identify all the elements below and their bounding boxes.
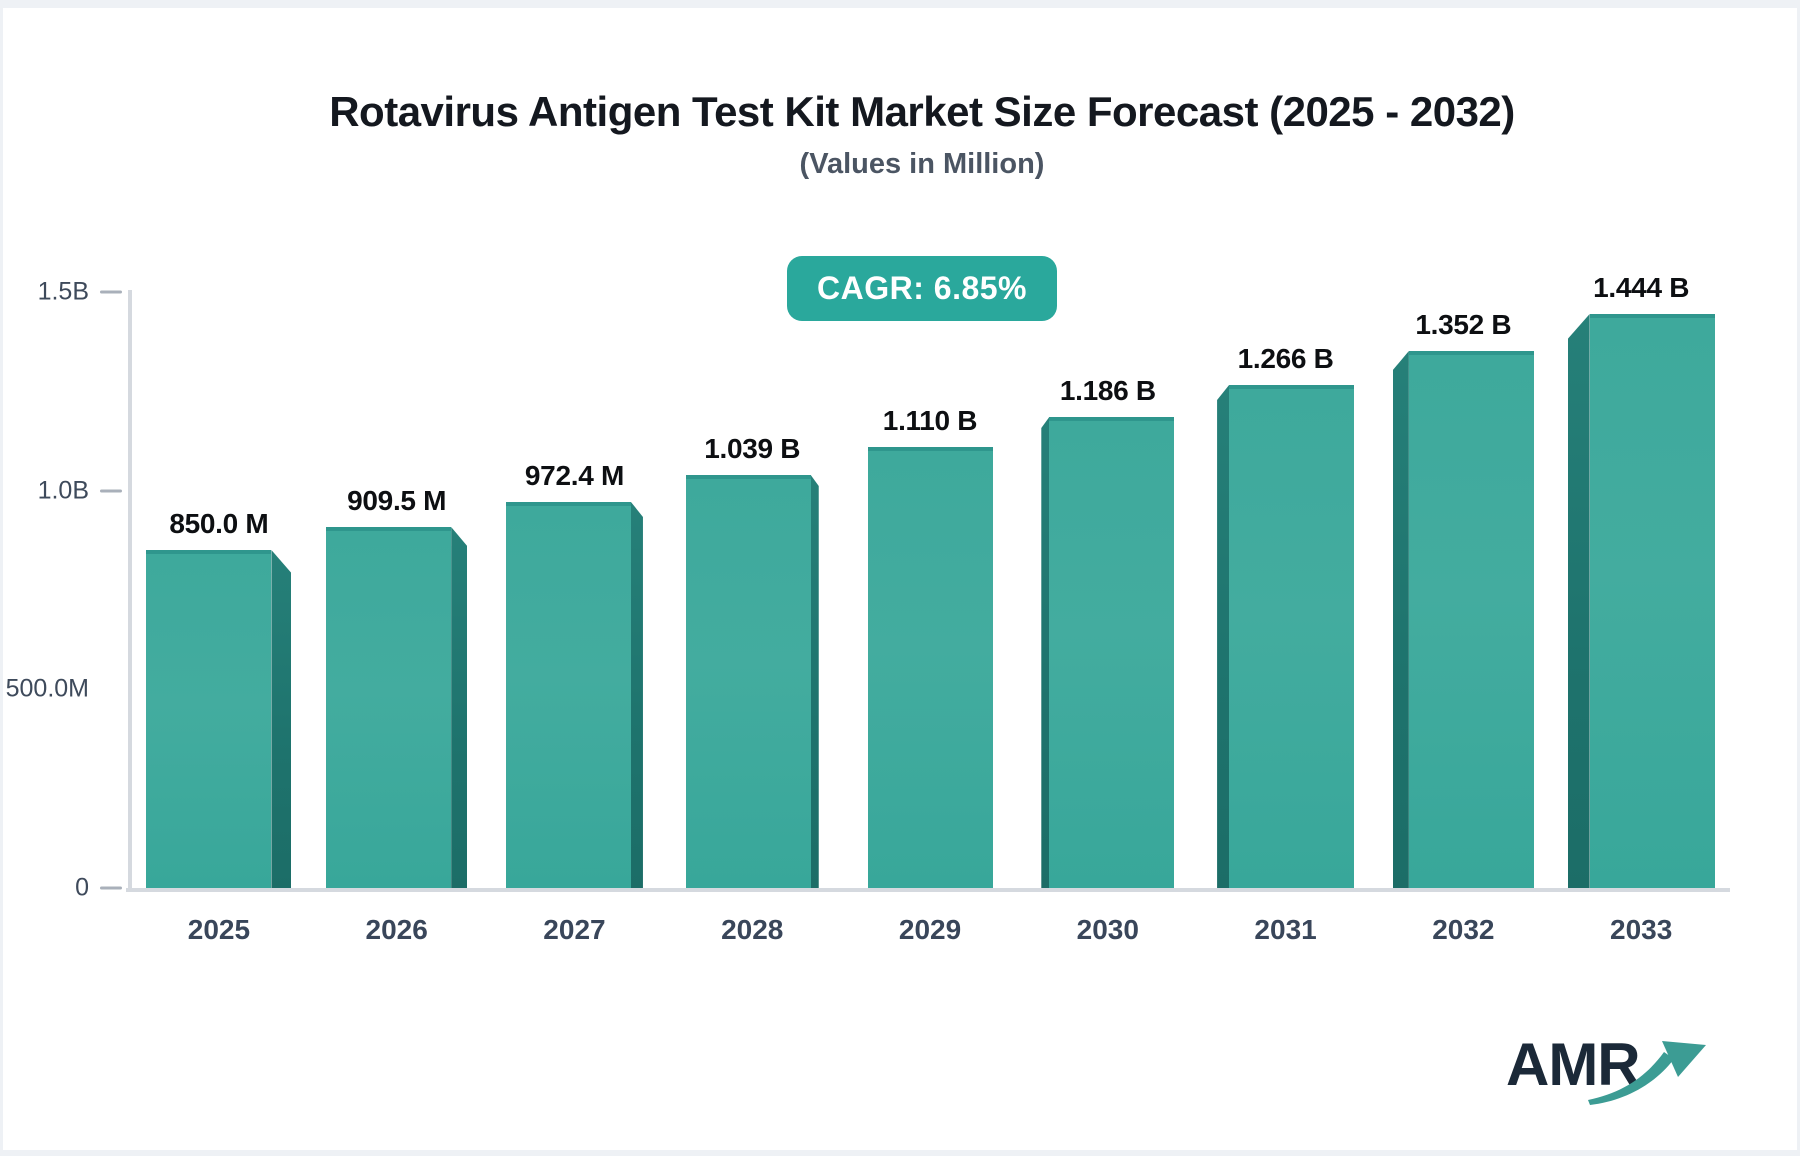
bar-slot: 1.352 B 2032: [1374, 292, 1552, 945]
y-tick-label: 1.5B: [37, 277, 89, 306]
y-tick-mark: [100, 290, 122, 294]
bar-slot: 972.4 M 2027: [486, 292, 664, 945]
bar-slot: 1.186 B 2030: [1019, 292, 1197, 945]
x-tick-label: 2028: [721, 914, 784, 945]
bar-side-bevel: [1217, 385, 1230, 888]
bar-slot: 1.444 B 2033: [1552, 272, 1730, 945]
bar-side-bevel: [1392, 351, 1409, 888]
bar-slot: 850.0 M 2025: [130, 292, 308, 945]
amr-logo: AMR: [1506, 1019, 1722, 1116]
bar-2029: 1.110 B: [867, 405, 993, 888]
bar-face: [867, 447, 993, 888]
bar-2030: 1.186 B: [1041, 375, 1175, 888]
bar-face: [146, 550, 272, 888]
bar-side-bevel: [630, 502, 643, 888]
cagr-badge: CAGR: 6.85%: [787, 256, 1057, 321]
x-tick-label: 2033: [1609, 914, 1673, 945]
bar-side-bevel: [1041, 417, 1050, 888]
bar-face: [505, 502, 631, 888]
y-tick-label: 1.0B: [37, 476, 89, 505]
bar-value-label: 909.5 M: [347, 485, 447, 516]
bar-2033: 1.444 B: [1567, 272, 1715, 888]
y-axis-line: [128, 290, 132, 890]
chart-subtitle: (Values in Million): [799, 148, 1045, 180]
bar-face: [326, 527, 452, 888]
x-tick-label: 2029: [898, 914, 962, 945]
bar-2031: 1.266 B: [1217, 343, 1355, 888]
bar-2027: 972.4 M: [505, 460, 643, 888]
bar-2025: 850.0 M: [146, 508, 292, 888]
bar-face: [1049, 417, 1175, 888]
plot-area: 1.5B 1.0B 500.0M 0 850.0 M 2025 909.5 M 2026 97…: [0, 272, 1730, 945]
bar-value-label: 1.110 B: [882, 405, 978, 436]
bar-face: [685, 475, 811, 888]
bar-2026: 909.5 M: [326, 485, 468, 888]
bar-value-label: 850.0 M: [169, 508, 269, 539]
x-tick-label: 2026: [365, 914, 428, 945]
bars-container: 850.0 M 2025 909.5 M 2026 972.4 M 2027 1.039 B…: [130, 272, 1730, 945]
x-tick-label: 2025: [187, 914, 251, 945]
bar-slot: 1.266 B 2031: [1197, 292, 1375, 945]
bar-2028: 1.039 B: [685, 433, 819, 888]
y-tick-label: 500.0M: [5, 674, 89, 703]
x-tick-label: 2030: [1076, 914, 1139, 945]
bar-value-label: 1.352 B: [1415, 309, 1512, 340]
y-tick: 0: [75, 874, 122, 903]
logo-arrow-icon: [1588, 1052, 1674, 1105]
y-tick: 1.5B: [38, 278, 122, 307]
bar-face: [1229, 385, 1355, 888]
x-tick-label: 2027: [543, 914, 606, 945]
x-axis-line: [126, 888, 1730, 892]
bar-side-bevel: [451, 527, 468, 888]
bar-slot: 1.039 B 2028: [663, 292, 841, 945]
bar-face: [1408, 351, 1534, 888]
bar-face: [1589, 314, 1715, 888]
x-tick-label: 2032: [1432, 914, 1495, 945]
bar-value-label: 972.4 M: [524, 460, 624, 491]
bar-side-bevel: [1567, 314, 1590, 888]
bar-value-label: 1.444 B: [1593, 272, 1690, 303]
bar-value-label: 1.039 B: [704, 433, 801, 464]
bar-side-bevel: [271, 550, 292, 888]
y-tick-mark: [100, 886, 122, 890]
bar-value-label: 1.266 B: [1237, 343, 1334, 374]
chart-title: Rotavirus Antigen Test Kit Market Size F…: [329, 88, 1515, 135]
x-tick-label: 2031: [1254, 914, 1317, 945]
bar-slot: 1.110 B 2029: [841, 292, 1019, 945]
y-tick: 500.0M: [6, 675, 122, 704]
amr-logo-text: AMR: [1506, 1031, 1640, 1098]
y-axis: 1.5B 1.0B 500.0M 0: [0, 278, 130, 902]
bar-side-bevel: [810, 475, 819, 888]
logo-arrowhead-icon: [1662, 1041, 1706, 1077]
y-tick-mark: [100, 489, 122, 493]
y-tick-label: 0: [75, 873, 89, 902]
y-tick: 1.0B: [38, 476, 122, 505]
bar-2032: 1.352 B: [1392, 309, 1534, 888]
bar-value-label: 1.186 B: [1059, 375, 1156, 406]
bar-slot: 909.5 M 2026: [308, 292, 486, 945]
